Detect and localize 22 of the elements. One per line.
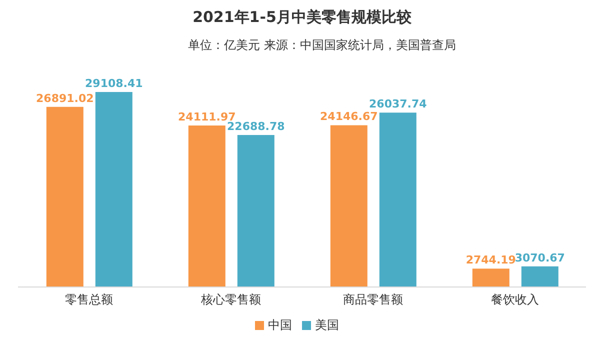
legend-label: 美国 [315,318,339,332]
legend-label: 中国 [268,318,292,332]
data-label: 3070.67 [514,251,565,264]
bar [379,112,416,287]
data-label: 2744.19 [466,254,516,267]
x-tick-label: 零售总额 [65,292,113,307]
bar [188,125,226,287]
chart-title: 2021年1-5月中美零售规模比较 [192,8,412,27]
x-tick-label: 餐饮收入 [491,292,539,307]
chart-subtitle: 单位：亿美元 来源：中国国家统计局，美国普查局 [187,37,457,54]
bar [46,106,84,287]
data-label: 26037.74 [369,98,428,111]
x-tick-label: 核心零售额 [200,292,261,307]
data-label: 24146.67 [320,110,378,124]
bar [95,92,132,287]
x-tick-label: 商品零售额 [343,292,403,307]
bar [472,268,510,287]
data-label: 29108.41 [85,77,143,90]
data-label: 26891.02 [36,92,94,105]
bar [521,266,558,287]
bar [330,125,368,287]
bar [237,135,274,287]
